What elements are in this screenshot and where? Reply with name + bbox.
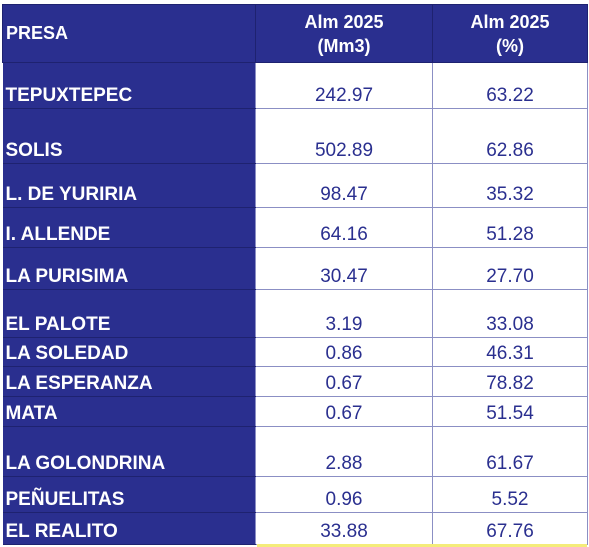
dam-name: MATA — [2, 396, 256, 427]
dam-name-text: LA PURISIMA — [5, 266, 129, 287]
dam-name-text: L. DE YURIRIA — [5, 184, 138, 205]
dam-name-text: LA ESPERANZA — [5, 373, 153, 394]
dam-name: I. ALLENDE — [2, 207, 256, 248]
storage-pct-text: 51.28 — [486, 224, 534, 245]
storage-pct: 67.76 — [432, 512, 588, 545]
dam-name: EL REALITO — [2, 512, 256, 545]
table-row: LA PURISIMA 30.47 27.70 — [2, 247, 588, 290]
dam-name-text: LA SOLEDAD — [5, 343, 129, 364]
dam-name-text: EL PALOTE — [5, 314, 111, 335]
table-header-row: PRESA Alm 2025 (Mm3) Alm 2025 (%) — [2, 4, 588, 63]
storage-mm3-text: 64.16 — [320, 224, 368, 245]
dam-name-text: MATA — [5, 403, 58, 424]
storage-mm3: 2.88 — [255, 426, 433, 477]
storage-mm3: 98.47 — [255, 163, 433, 208]
storage-mm3-text: 0.96 — [325, 489, 363, 510]
dam-name-text: LA GOLONDRINA — [5, 453, 166, 474]
header-storage-mm3: Alm 2025 (Mm3) — [255, 4, 433, 63]
storage-pct-text: 46.31 — [486, 343, 534, 364]
storage-pct: 46.31 — [432, 337, 588, 367]
storage-mm3-text: 242.97 — [314, 85, 374, 106]
storage-mm3-text: 0.86 — [325, 343, 363, 364]
storage-pct: 5.52 — [432, 476, 588, 513]
storage-mm3: 30.47 — [255, 247, 433, 290]
dam-name-text: TEPUXTEPEC — [5, 85, 133, 106]
storage-mm3-text: 33.88 — [320, 521, 368, 542]
dam-name: LA PURISIMA — [2, 247, 256, 290]
storage-pct: 33.08 — [432, 289, 588, 338]
reservoir-storage-table: PRESA Alm 2025 (Mm3) Alm 2025 (%) TEPUXT… — [2, 4, 588, 545]
storage-pct: 35.32 — [432, 163, 588, 208]
storage-mm3: 0.67 — [255, 396, 433, 427]
dam-name: LA ESPERANZA — [2, 366, 256, 397]
header-storage-pct-line1: Alm 2025 — [470, 11, 550, 32]
table-row: PEÑUELITAS 0.96 5.52 — [2, 476, 588, 513]
storage-pct: 78.82 — [432, 366, 588, 397]
storage-pct-text: 5.52 — [491, 489, 529, 510]
header-presa: PRESA — [2, 4, 256, 63]
table-row: MATA 0.67 51.54 — [2, 396, 588, 427]
table-row: EL REALITO 33.88 67.76 — [2, 512, 588, 545]
storage-mm3-text: 0.67 — [325, 403, 363, 424]
storage-pct-text: 51.54 — [486, 403, 534, 424]
storage-mm3-text: 502.89 — [314, 140, 374, 161]
storage-mm3-text: 98.47 — [320, 184, 368, 205]
dam-name: EL PALOTE — [2, 289, 256, 338]
table-row: LA GOLONDRINA 2.88 61.67 — [2, 426, 588, 477]
storage-pct: 63.22 — [432, 62, 588, 109]
table-row: LA ESPERANZA 0.67 78.82 — [2, 366, 588, 397]
dam-name-text: SOLIS — [5, 140, 63, 161]
table-row: I. ALLENDE 64.16 51.28 — [2, 207, 588, 248]
storage-mm3: 33.88 — [255, 512, 433, 545]
storage-pct: 27.70 — [432, 247, 588, 290]
dam-name: SOLIS — [2, 108, 256, 164]
table-row: SOLIS 502.89 62.86 — [2, 108, 588, 164]
header-storage-mm3-line1: Alm 2025 — [304, 11, 384, 32]
storage-mm3: 3.19 — [255, 289, 433, 338]
table-row: LA SOLEDAD 0.86 46.31 — [2, 337, 588, 367]
table-row: EL PALOTE 3.19 33.08 — [2, 289, 588, 338]
storage-mm3: 502.89 — [255, 108, 433, 164]
storage-pct: 51.28 — [432, 207, 588, 248]
storage-mm3: 242.97 — [255, 62, 433, 109]
storage-pct-text: 61.67 — [486, 453, 534, 474]
storage-pct-text: 67.76 — [486, 521, 534, 542]
dam-name-text: PEÑUELITAS — [5, 489, 125, 510]
storage-mm3-text: 2.88 — [325, 453, 363, 474]
storage-mm3: 0.67 — [255, 366, 433, 397]
dam-name: LA SOLEDAD — [2, 337, 256, 367]
table-row: TEPUXTEPEC 242.97 63.22 — [2, 62, 588, 109]
storage-pct-text: 27.70 — [486, 266, 534, 287]
dam-name: L. DE YURIRIA — [2, 163, 256, 208]
table-row: L. DE YURIRIA 98.47 35.32 — [2, 163, 588, 208]
storage-pct-text: 63.22 — [486, 85, 534, 106]
header-storage-pct-line2: (%) — [496, 35, 524, 56]
storage-mm3-text: 0.67 — [325, 373, 363, 394]
storage-pct: 51.54 — [432, 396, 588, 427]
storage-mm3: 64.16 — [255, 207, 433, 248]
storage-mm3-text: 3.19 — [325, 314, 363, 335]
header-storage-mm3-line2: (Mm3) — [317, 35, 371, 56]
storage-pct-text: 35.32 — [486, 184, 534, 205]
dam-name: TEPUXTEPEC — [2, 62, 256, 109]
dam-name: PEÑUELITAS — [2, 476, 256, 513]
storage-pct: 62.86 — [432, 108, 588, 164]
storage-mm3: 0.86 — [255, 337, 433, 367]
dam-name: LA GOLONDRINA — [2, 426, 256, 477]
storage-pct: 61.67 — [432, 426, 588, 477]
dam-name-text: I. ALLENDE — [5, 224, 111, 245]
storage-mm3: 0.96 — [255, 476, 433, 513]
storage-pct-text: 33.08 — [486, 314, 534, 335]
header-storage-pct: Alm 2025 (%) — [432, 4, 588, 63]
dam-name-text: EL REALITO — [5, 521, 118, 542]
storage-pct-text: 78.82 — [486, 373, 534, 394]
storage-pct-text: 62.86 — [486, 140, 534, 161]
bottom-divider — [257, 544, 587, 547]
storage-mm3-text: 30.47 — [320, 266, 368, 287]
